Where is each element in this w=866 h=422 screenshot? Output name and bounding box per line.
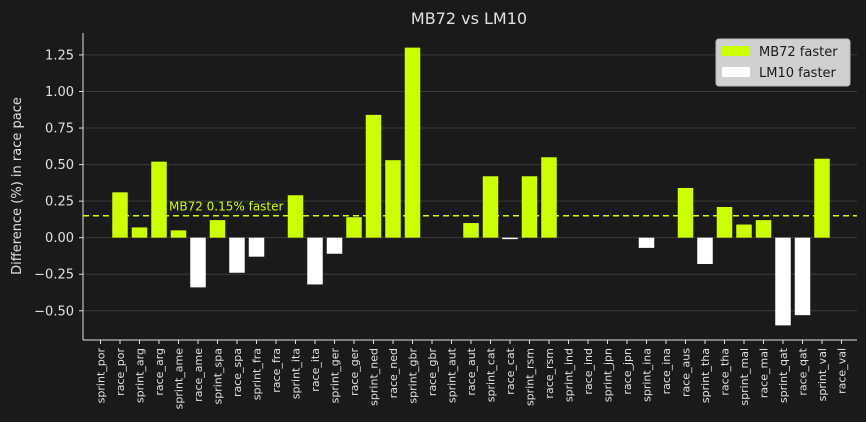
x-tick-label: sprint_qat [777, 347, 790, 403]
x-tick-label: race_ned [387, 348, 400, 398]
bar-sprint-spa [209, 220, 226, 238]
bar-sprint-tha [697, 237, 713, 264]
bar-race-ned [385, 160, 401, 238]
bar-sprint-rsm [521, 176, 538, 238]
bar-race-spa [229, 237, 245, 273]
x-tick-label: race_ina [660, 348, 673, 394]
x-tick-label: sprint_ita [290, 348, 303, 399]
x-tick-label: sprint_spa [212, 348, 225, 405]
x-tick-label: race_ita [309, 348, 322, 392]
x-tick-label: race_aus [680, 348, 693, 397]
x-tick-label: sprint_cat [485, 347, 498, 402]
x-tick-label: sprint_mal [738, 348, 751, 406]
bar-race-ame [190, 237, 206, 288]
x-tick-label: race_qat [797, 347, 810, 395]
x-tick-label: race_ind [582, 348, 595, 395]
x-tick-label: race_rsm [543, 348, 556, 399]
legend-label-mb72-faster: MB72 faster [759, 45, 838, 60]
x-tick-label: race_spa [231, 348, 244, 397]
x-tick-label: sprint_ame [173, 348, 186, 410]
x-tick-label: race_aut [465, 347, 478, 395]
bar-sprint-ger [326, 237, 343, 254]
x-tick-label: sprint_val [816, 348, 829, 401]
x-tick-label: race_cat [504, 347, 517, 394]
x-tick-label: sprint_por [95, 348, 108, 404]
x-tick-label: race_fra [270, 348, 283, 393]
bar-race-tha [716, 206, 733, 238]
bars [112, 47, 830, 326]
bar-sprint-qat [775, 237, 791, 326]
bar-sprint-val [814, 158, 830, 238]
legend: MB72 faster LM10 faster [715, 38, 851, 87]
x-tick-label: race_val [836, 348, 849, 394]
x-tick-label: race_jpn [621, 348, 634, 395]
x-tick-label: sprint_ned [368, 348, 381, 406]
bar-race-ger [346, 217, 362, 238]
y-tick-label: 1.25 [45, 48, 74, 63]
x-ticks: sprint_por race_por sprint_arg race_arg spri… [95, 340, 849, 409]
y-tick-label: −0.50 [34, 304, 74, 319]
x-tick-label: sprint_tha [699, 348, 712, 403]
x-tick-label: race_tha [719, 348, 732, 396]
y-tick-label: 0.25 [45, 195, 74, 210]
legend-swatch-mb72-faster [722, 46, 750, 56]
chart-title: MB72 vs LM10 [411, 9, 527, 28]
x-tick-label: race_arg [153, 348, 166, 396]
bar-race-mal [755, 220, 772, 238]
x-tick-label: race_gbr [426, 348, 439, 397]
y-tick-label: 1.00 [45, 85, 74, 100]
bar-sprint-fra [248, 237, 265, 257]
x-tick-label: sprint_fra [251, 348, 264, 400]
bar-race-rsm [541, 157, 557, 238]
bar-sprint-gbr [404, 47, 421, 238]
reference-line-label: MB72 0.15% faster [169, 200, 284, 214]
bar-race-aut [463, 223, 479, 238]
bar-sprint-ned [365, 114, 382, 238]
bar-race-aus [677, 187, 694, 238]
bar-sprint-cat [482, 176, 499, 238]
bar-race-qat [794, 237, 811, 316]
y-tick-label: −0.25 [34, 268, 74, 283]
x-tick-label: sprint_arg [134, 348, 147, 403]
bar-sprint-arg [131, 227, 148, 238]
y-tick-label: 0.00 [45, 231, 74, 246]
x-tick-label: sprint_aut [446, 347, 459, 403]
x-tick-label: race_ger [348, 348, 361, 396]
bar-sprint-ina [638, 237, 655, 248]
legend-label-lm10-faster: LM10 faster [759, 66, 837, 81]
y-axis-label: Difference (%) in race pace [10, 97, 25, 275]
x-tick-label: race_mal [758, 348, 771, 398]
x-tick-label: sprint_gbr [407, 348, 420, 404]
bar-sprint-mal [736, 224, 752, 238]
bar-race-por [112, 192, 128, 238]
bar-race-arg [151, 161, 167, 238]
y-ticks: −0.50 −0.25 0.00 0.25 0.50 0.75 1.00 1.25 [34, 48, 83, 319]
y-tick-label: 0.75 [45, 122, 74, 137]
bar-race-cat [502, 237, 518, 240]
bar-sprint-ame [170, 230, 187, 238]
legend-swatch-lm10-faster [722, 67, 750, 77]
x-tick-label: race_por [114, 348, 127, 396]
x-tick-label: race_ame [192, 348, 205, 402]
y-tick-label: 0.50 [45, 158, 74, 173]
x-tick-label: sprint_ina [641, 348, 654, 402]
x-tick-label: sprint_ind [563, 348, 576, 402]
x-tick-label: sprint_jpn [602, 348, 615, 402]
x-tick-label: sprint_ger [329, 348, 342, 404]
x-tick-label: sprint_rsm [524, 348, 537, 406]
bar-race-ita [307, 237, 323, 285]
